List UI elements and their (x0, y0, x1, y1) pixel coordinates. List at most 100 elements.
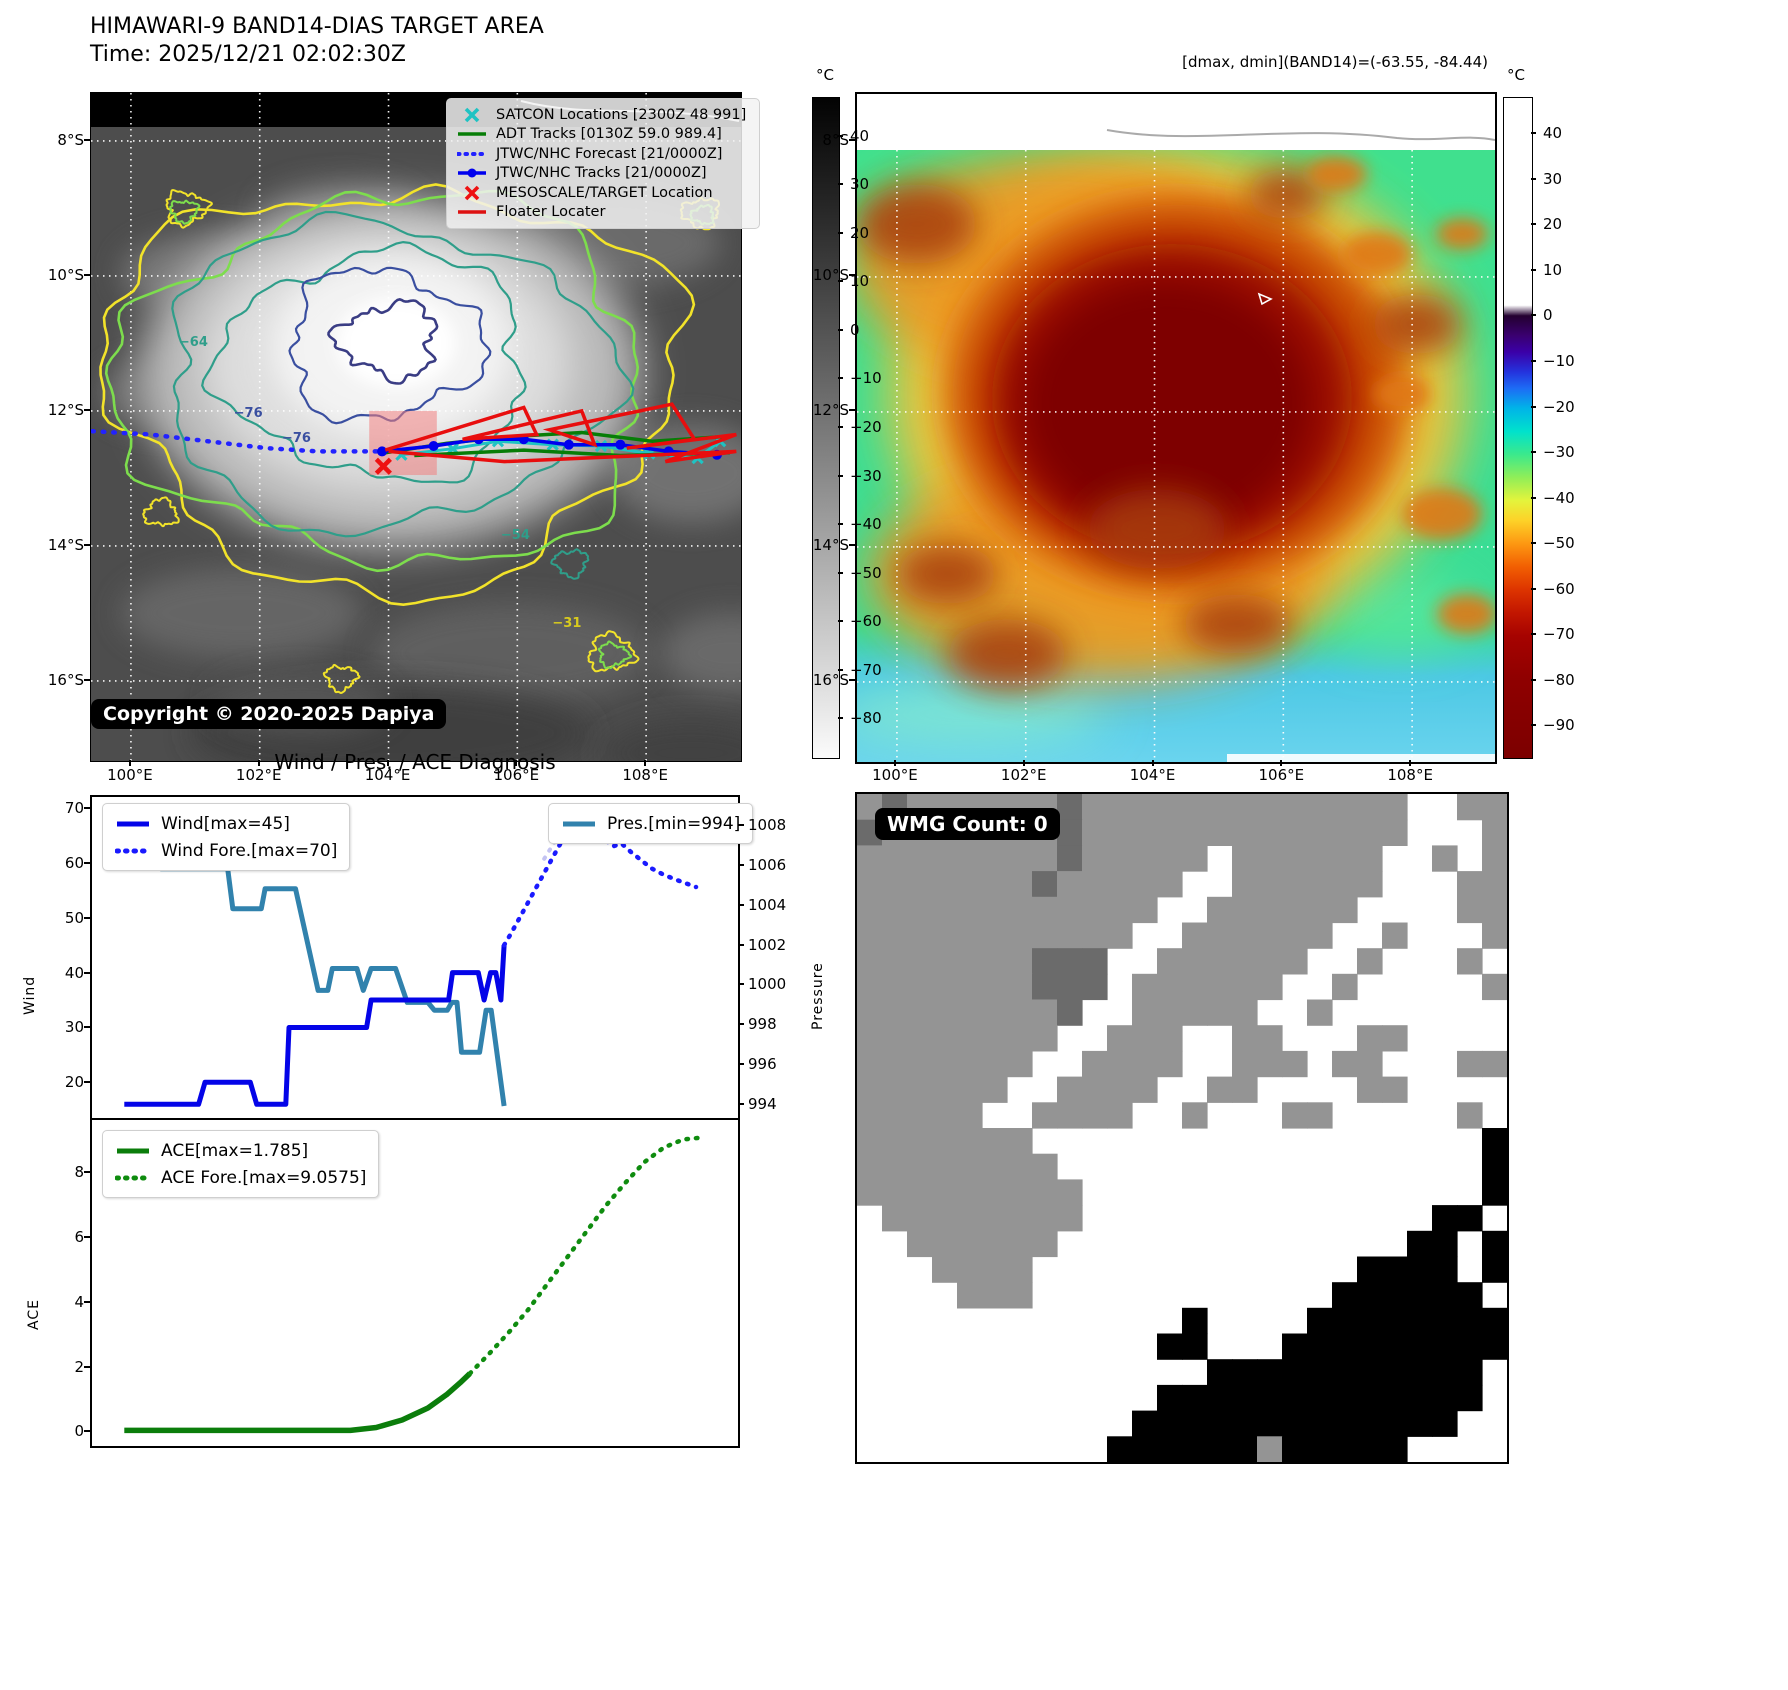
wmg-cell (932, 973, 958, 1001)
wmg-cell (1307, 999, 1333, 1026)
wmg-cell (1057, 1102, 1083, 1129)
wmg-cell (1082, 922, 1108, 949)
colorbar-tick-label: −80 (850, 709, 882, 728)
wmg-cell (1457, 896, 1483, 924)
wmg-cell (1282, 922, 1308, 949)
wmg-cell (1232, 922, 1258, 949)
contour-label: −76 (233, 406, 263, 422)
colorbar-tick-label: −80 (1543, 670, 1575, 689)
wmg-cell (982, 1230, 1008, 1258)
wmg-cell (1232, 1410, 1258, 1437)
wmg-cell (982, 871, 1008, 898)
tick-mark (893, 760, 896, 766)
wmg-cell (1357, 1359, 1383, 1386)
wmg-cell (1332, 871, 1358, 898)
wmg-cell (1257, 1359, 1283, 1386)
colorbar-tick-label: −50 (1543, 534, 1575, 553)
wmg-cell (1132, 1025, 1158, 1052)
lat-tick-label: 14°S (47, 535, 84, 554)
lon-tick-label: 102°E (235, 766, 282, 784)
wmg-cell (1082, 794, 1108, 821)
wmg-cell (1332, 1282, 1358, 1309)
wmg-cell (1107, 1025, 1133, 1052)
tick-mark (838, 717, 843, 720)
wmg-cell (1457, 1333, 1483, 1360)
wmg-cell (1307, 871, 1333, 898)
wmg-cell (1207, 1076, 1233, 1103)
wmg-cell (1482, 1050, 1507, 1078)
wmg-cell (1282, 819, 1308, 846)
ace-plot (124, 1135, 705, 1434)
tick-mark (1022, 760, 1025, 766)
wmg-cell (1057, 1205, 1083, 1232)
tick-mark (644, 760, 647, 766)
wind-tick-label: 40 (64, 963, 84, 982)
wmg-cell (882, 1102, 908, 1129)
lon-tick-label: 104°E (364, 766, 411, 784)
wmg-cell (1082, 973, 1108, 1001)
wmg-cell (907, 1153, 933, 1180)
map-legend-item: SATCON Locations [2300Z 48 991] (457, 105, 749, 125)
wmg-cell (1207, 1384, 1233, 1412)
wmg-cell (1032, 922, 1058, 949)
wmg-cell (1457, 1205, 1483, 1232)
wmg-cell (1107, 922, 1133, 949)
diagnosis-chart-title: Wind / Pres. / ACE Diagnosis (274, 750, 556, 774)
wmg-cell (1057, 948, 1083, 975)
wmg-cell (1107, 871, 1133, 898)
wmg-cell (1082, 871, 1108, 898)
wmg-cell (1307, 1102, 1333, 1129)
wmg-cell (907, 896, 933, 924)
tick-mark (84, 138, 90, 141)
wmg-cell (1082, 819, 1108, 846)
wmg-cell (1307, 845, 1333, 872)
wmg-cell (1182, 1384, 1208, 1412)
wmg-cell (1232, 1384, 1258, 1412)
line-marker-icon (458, 210, 486, 215)
tick-mark (1531, 314, 1536, 317)
line-marker-icon (458, 132, 486, 137)
pressure-tick-label: 1004 (748, 895, 787, 914)
tick-mark (84, 1365, 90, 1368)
timestamp: Time: 2025/12/21 02:02:30Z (90, 42, 406, 67)
wmg-cell (957, 1282, 983, 1309)
wmg-cell (1382, 1307, 1408, 1335)
wmg-cell (1482, 896, 1507, 924)
wmg-cell (1007, 1179, 1033, 1206)
lon-tick-label: 108°E (622, 766, 668, 784)
wmg-cell (957, 845, 983, 872)
wmg-cell (1357, 1076, 1383, 1103)
wmg-cell (1032, 871, 1058, 898)
jtwc-track-point (428, 441, 439, 452)
wmg-cell (1282, 1050, 1308, 1078)
wmg-cell (1407, 1307, 1433, 1335)
colorbar-tick-label: −10 (1543, 352, 1575, 370)
wmg-cell (957, 1050, 983, 1078)
colorbar-tick-label: −20 (1543, 397, 1575, 416)
wmg-cell (1007, 871, 1033, 898)
contour-label: −64 (178, 335, 208, 351)
left-colorbar (812, 97, 840, 759)
tick-mark (1531, 451, 1536, 454)
wmg-cell (1057, 794, 1083, 821)
colorbar-tick-label: −70 (1543, 625, 1575, 644)
wmg-cell (1382, 1333, 1408, 1360)
wmg-cell (1157, 1410, 1183, 1437)
wmg-cell (882, 1025, 908, 1052)
wmg-cell (1357, 845, 1383, 872)
wmg-cell (957, 1230, 983, 1258)
wmg-cell (907, 922, 933, 949)
wmg-cell (1407, 1384, 1433, 1412)
wmg-cell (1182, 948, 1208, 975)
wind-tick-label: 60 (64, 853, 84, 872)
lon-tick-label: 102°E (1000, 766, 1047, 784)
wmg-cell (1432, 845, 1458, 872)
colorbar-tick-label: −50 (850, 563, 882, 582)
wmg-cell (1157, 871, 1183, 898)
wmg-cell (1382, 1025, 1408, 1052)
wmg-cell (1057, 1076, 1083, 1103)
wmg-cell (1007, 1050, 1033, 1078)
tick-mark (738, 903, 744, 906)
wmg-cell (982, 845, 1008, 872)
wmg-cell (1332, 1384, 1358, 1412)
